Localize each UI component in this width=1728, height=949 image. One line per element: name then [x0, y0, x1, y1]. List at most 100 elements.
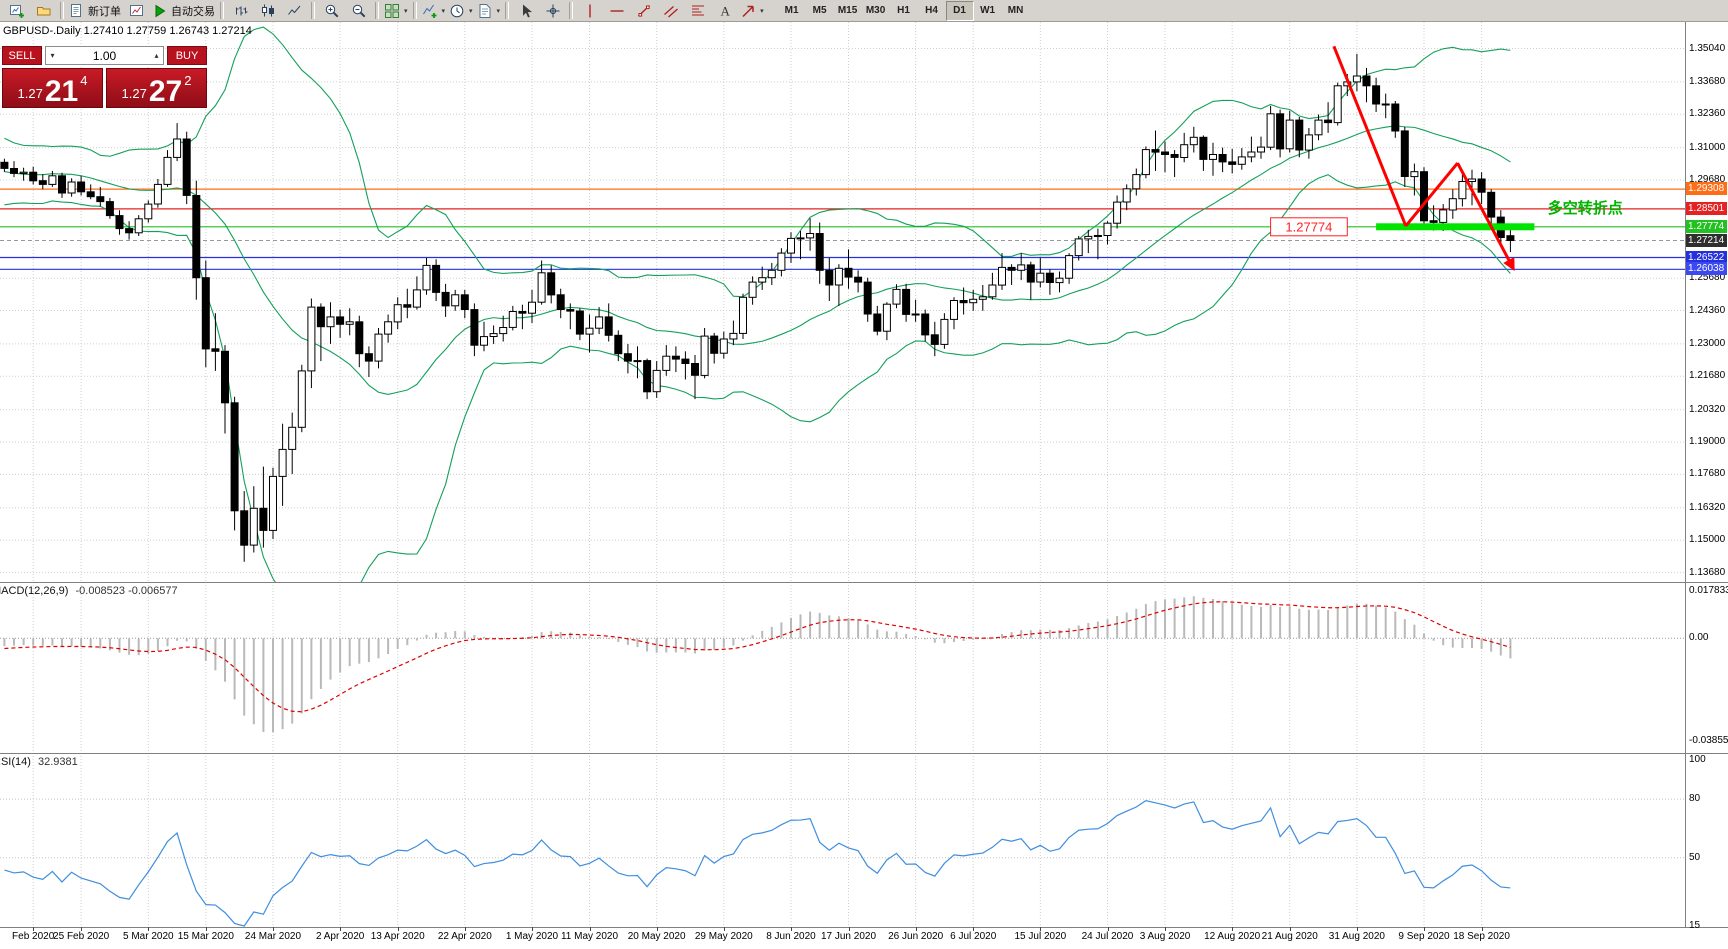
price-level-label: 1.26522 [1686, 250, 1727, 264]
lot-size-value[interactable]: 1.00 [92, 48, 117, 63]
buy-button[interactable]: BUY [167, 46, 207, 65]
vertical-line-button[interactable] [576, 1, 603, 20]
horizontal-line-button[interactable] [603, 1, 630, 20]
profiles-button[interactable] [30, 1, 57, 20]
tile-icon [385, 3, 399, 18]
auto-trading-button[interactable]: 自动交易 [150, 1, 217, 20]
price-callout-text: 1.27774 [1285, 219, 1332, 234]
time-axis-label: 2 Apr 2020 [315, 931, 365, 942]
sell-price-button[interactable]: 1.27 21 4 [2, 68, 103, 108]
equidistant-channel-button[interactable] [657, 1, 684, 20]
timeframe-m30-button[interactable]: M30 [865, 5, 886, 16]
sell-button[interactable]: SELL [2, 46, 42, 65]
rsi-value: 32.9381 [37, 756, 78, 768]
fibonacci-retracement-button[interactable] [684, 1, 711, 20]
new-order-button[interactable]: 新订单 [67, 1, 123, 20]
time-axis-tick [848, 927, 850, 931]
price-scale-tick: 1.35040 [1689, 42, 1726, 54]
market-watch-button[interactable] [123, 1, 150, 20]
channel-icon [663, 5, 678, 17]
time-axis-label: 15 Jul 2020 [1014, 931, 1067, 942]
bar-chart-button[interactable] [227, 1, 254, 20]
text-tool-button[interactable]: A [711, 1, 738, 20]
toolbar-separator [60, 2, 64, 19]
sell-price-pip: 4 [80, 73, 88, 88]
text-tool-icon: A [720, 3, 730, 18]
time-axis-label: 25 Feb 2020 [53, 931, 110, 942]
timeframe-m5-button[interactable]: M5 [812, 5, 827, 16]
chart-annotations[interactable]: 1.27774 多空转折点 [1270, 45, 1623, 272]
time-axis-tick [973, 927, 975, 931]
time-axis-tick [397, 927, 399, 931]
rsi-line [4, 799, 1511, 927]
timeframe-m15-button[interactable]: M15 [837, 5, 858, 16]
templates-dropdown[interactable]: ▾ [496, 7, 501, 15]
price-callout-box[interactable] [1270, 217, 1348, 237]
time-axis-tick [723, 927, 725, 931]
time-axis-tick [589, 927, 591, 931]
zoom-in-button[interactable] [318, 1, 345, 20]
rsi-panel-canvas[interactable] [0, 753, 1685, 927]
indicators-dropdown[interactable]: ▾ [441, 7, 446, 15]
price-scale-tick: 1.13680 [1689, 566, 1726, 578]
timeframe-mn-button[interactable]: MN [1007, 5, 1024, 16]
indicators-button[interactable]: ▾ [420, 1, 448, 20]
rsi-indicator-label: RSI(14) 32.9381 [0, 756, 78, 768]
periods-dropdown[interactable]: ▾ [469, 7, 473, 15]
price-scale-tick: 1.29680 [1689, 174, 1726, 185]
line-chart-button[interactable] [281, 1, 308, 20]
timeframe-w1-button[interactable]: W1 [980, 5, 996, 16]
candlestick-chart-button[interactable] [254, 1, 281, 20]
trendline-button[interactable] [630, 1, 657, 20]
time-axis-tick [532, 927, 533, 931]
rsi-panel-splitter[interactable] [0, 753, 1728, 754]
time-axis-tick [1040, 927, 1042, 931]
lot-size-field[interactable]: ▾ 1.00 ▴ [45, 46, 164, 65]
tile-windows-button[interactable]: ▾ [382, 1, 410, 20]
macd-panel-canvas[interactable] [0, 582, 1685, 753]
line-chart-icon [287, 5, 300, 15]
timeframe-d1-button[interactable]: D1 [945, 0, 974, 21]
macd-panel-splitter[interactable] [0, 582, 1728, 583]
timeframe-h4-button[interactable]: H4 [925, 5, 938, 16]
zoom-out-button[interactable] [345, 1, 372, 20]
price-chart-canvas[interactable]: 1.27774 多空转折点 [0, 22, 1685, 582]
timeframe-h1-button[interactable]: H1 [897, 5, 910, 16]
arrows-tool-button[interactable]: ▾ [738, 1, 766, 20]
tile-windows-dropdown[interactable]: ▾ [404, 7, 408, 15]
cursor-button[interactable] [512, 1, 539, 20]
macd-histogram [3, 596, 1512, 733]
bollinger-middle-band [4, 125, 1511, 396]
time-axis-label: 8 Jun 2020 [766, 931, 816, 942]
lot-decrease-button[interactable]: ▾ [50, 51, 55, 60]
indicators-icon [422, 4, 437, 18]
time-axis-tick [791, 927, 792, 931]
lot-increase-button[interactable]: ▴ [154, 51, 159, 60]
buy-price-button[interactable]: 1.27 27 2 [106, 68, 207, 108]
macd-values: -0.008523 -0.006577 [75, 585, 178, 597]
timeframe-m1-button[interactable]: M1 [784, 5, 799, 16]
one-click-trading-panel: SELL ▾ 1.00 ▴ BUY 1.27 21 4 1.27 27 2 [2, 46, 207, 108]
toolbar-separator [505, 2, 510, 19]
zoom-out-icon [352, 4, 365, 17]
support-zone-bar[interactable] [1376, 223, 1535, 231]
toolbar-separator [220, 2, 224, 19]
trend-line-3[interactable] [1456, 162, 1515, 272]
time-axis-tick [148, 927, 150, 931]
time-axis-label: 29 May 2020 [694, 931, 753, 942]
arrows-tool-dropdown[interactable]: ▾ [760, 7, 764, 15]
new-chart-button[interactable] [3, 1, 30, 20]
arrows-icon [742, 5, 754, 17]
price-scale-border [1685, 22, 1686, 927]
periods-button[interactable]: ▾ [447, 1, 475, 20]
templates-button[interactable]: ▾ [475, 1, 503, 20]
annotation-note-text[interactable]: 多空转折点 [1548, 199, 1623, 217]
time-axis-label: 15 Mar 2020 [177, 931, 234, 942]
crosshair-button[interactable] [539, 1, 566, 20]
trend-line-2[interactable] [1404, 162, 1459, 227]
time-axis-label: 12 Aug 2020 [1204, 931, 1261, 942]
time-axis-label: 1 May 2020 [505, 931, 559, 942]
trend-line-1[interactable] [1332, 45, 1408, 227]
time-axis-tick [1107, 927, 1109, 931]
price-scale-tick: 1.31000 [1689, 141, 1726, 153]
